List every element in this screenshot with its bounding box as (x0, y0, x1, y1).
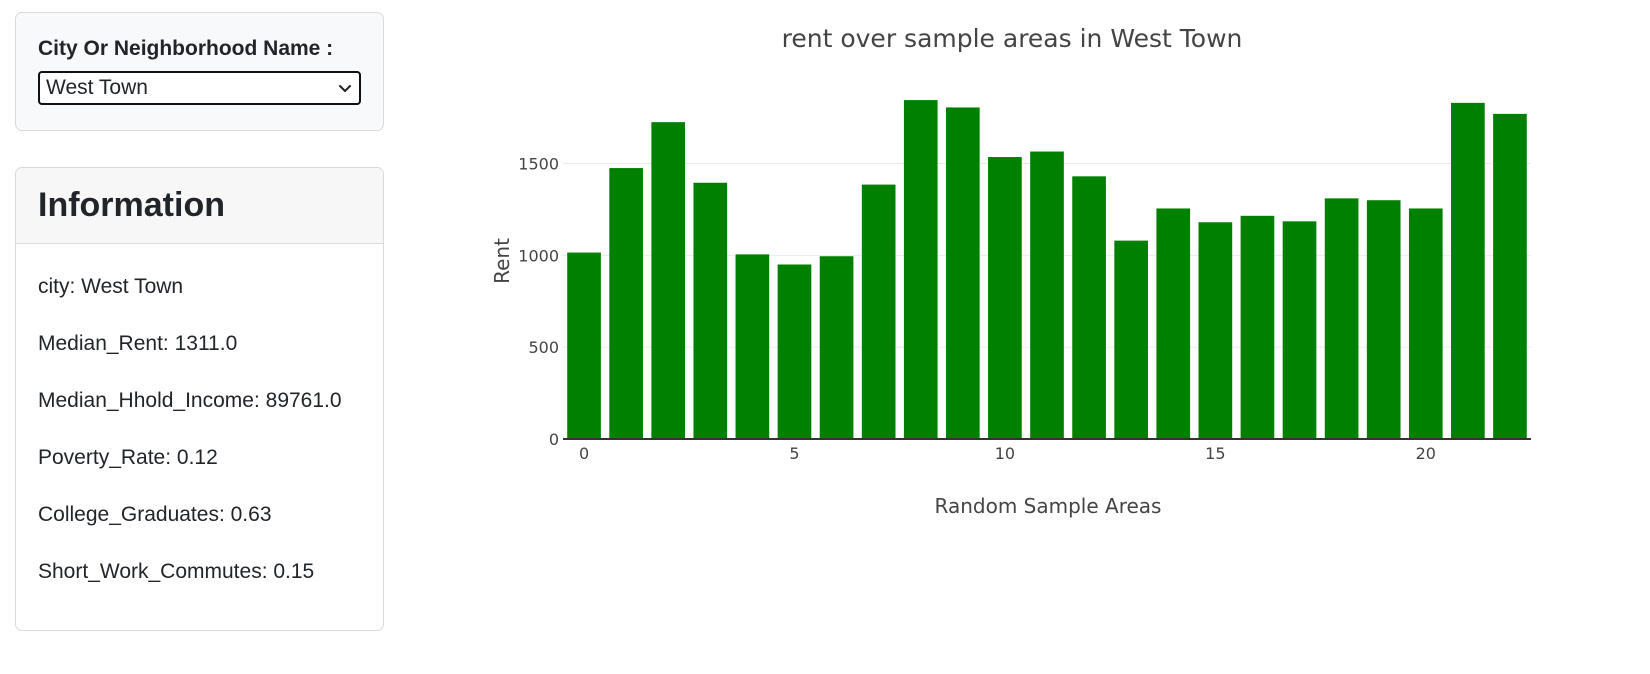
rent-bar[interactable] (903, 100, 938, 439)
rent-bar[interactable] (1072, 176, 1106, 439)
rent-bar[interactable] (988, 157, 1022, 439)
rent-bar[interactable] (1366, 200, 1401, 439)
city-select-value: West Town (46, 76, 148, 99)
city-select-label: City Or Neighborhood Name : (38, 37, 334, 60)
x-tick-label: 0 (579, 444, 589, 463)
rent-bar[interactable] (1198, 222, 1233, 439)
rent-bar[interactable] (861, 184, 896, 439)
x-tick-label: 5 (789, 444, 799, 463)
y-tick-label: 1500 (518, 154, 559, 173)
rent-bar[interactable] (1156, 208, 1191, 439)
rent-bar[interactable] (1282, 221, 1317, 439)
rent-bar[interactable] (1240, 215, 1275, 439)
rent-bar[interactable] (1114, 240, 1149, 439)
x-axis-label: Random Sample Areas (935, 494, 1162, 518)
rent-bar[interactable] (735, 254, 770, 439)
rent-bar[interactable] (1324, 198, 1359, 439)
city-select[interactable]: West Town (38, 71, 361, 105)
filter-card: City Or Neighborhood Name : West Town (15, 12, 384, 131)
y-tick-label: 0 (549, 430, 559, 449)
rent-bar[interactable] (1493, 113, 1527, 440)
info-city: city: West Town (38, 275, 184, 298)
y-tick-label: 1000 (518, 246, 559, 265)
rent-bar[interactable] (567, 252, 601, 439)
information-card: Information city: West Town Median_Rent:… (15, 167, 384, 631)
chart-title: rent over sample areas in West Town (782, 24, 1243, 53)
info-median-rent: Median_Rent: 1311.0 (38, 332, 238, 355)
information-title: Information (16, 168, 383, 244)
x-tick-label: 20 (1416, 444, 1436, 463)
rent-bar[interactable] (651, 122, 686, 439)
info-short-work-commutes: Short_Work_Commutes: 0.15 (38, 560, 315, 583)
y-tick-label: 500 (528, 338, 559, 357)
x-tick-label: 15 (1205, 444, 1225, 463)
info-poverty-rate: Poverty_Rate: 0.12 (38, 446, 218, 469)
rent-bar[interactable] (1451, 102, 1485, 439)
x-tick-label: 10 (995, 444, 1015, 463)
info-college-graduates: College_Graduates: 0.63 (38, 503, 272, 526)
info-median-household-income: Median_Hhold_Income: 89761.0 (38, 389, 342, 412)
rent-bar[interactable] (609, 168, 643, 439)
rent-bar-chart: rent over sample areas in West Town 0 500… (490, 24, 1531, 518)
y-axis-label: Rent (490, 238, 514, 284)
rent-bar[interactable] (777, 264, 812, 440)
chevron-down-icon (339, 85, 351, 92)
rent-bar[interactable] (819, 256, 854, 439)
rent-bar[interactable] (693, 182, 728, 439)
rent-bar[interactable] (945, 107, 980, 439)
rent-chart: rent over sample areas in West Town 0 500… (470, 0, 1650, 669)
information-body: city: West Town Median_Rent: 1311.0 Medi… (16, 244, 383, 587)
rent-bar[interactable] (1408, 208, 1443, 439)
rent-bar[interactable] (1030, 151, 1064, 439)
